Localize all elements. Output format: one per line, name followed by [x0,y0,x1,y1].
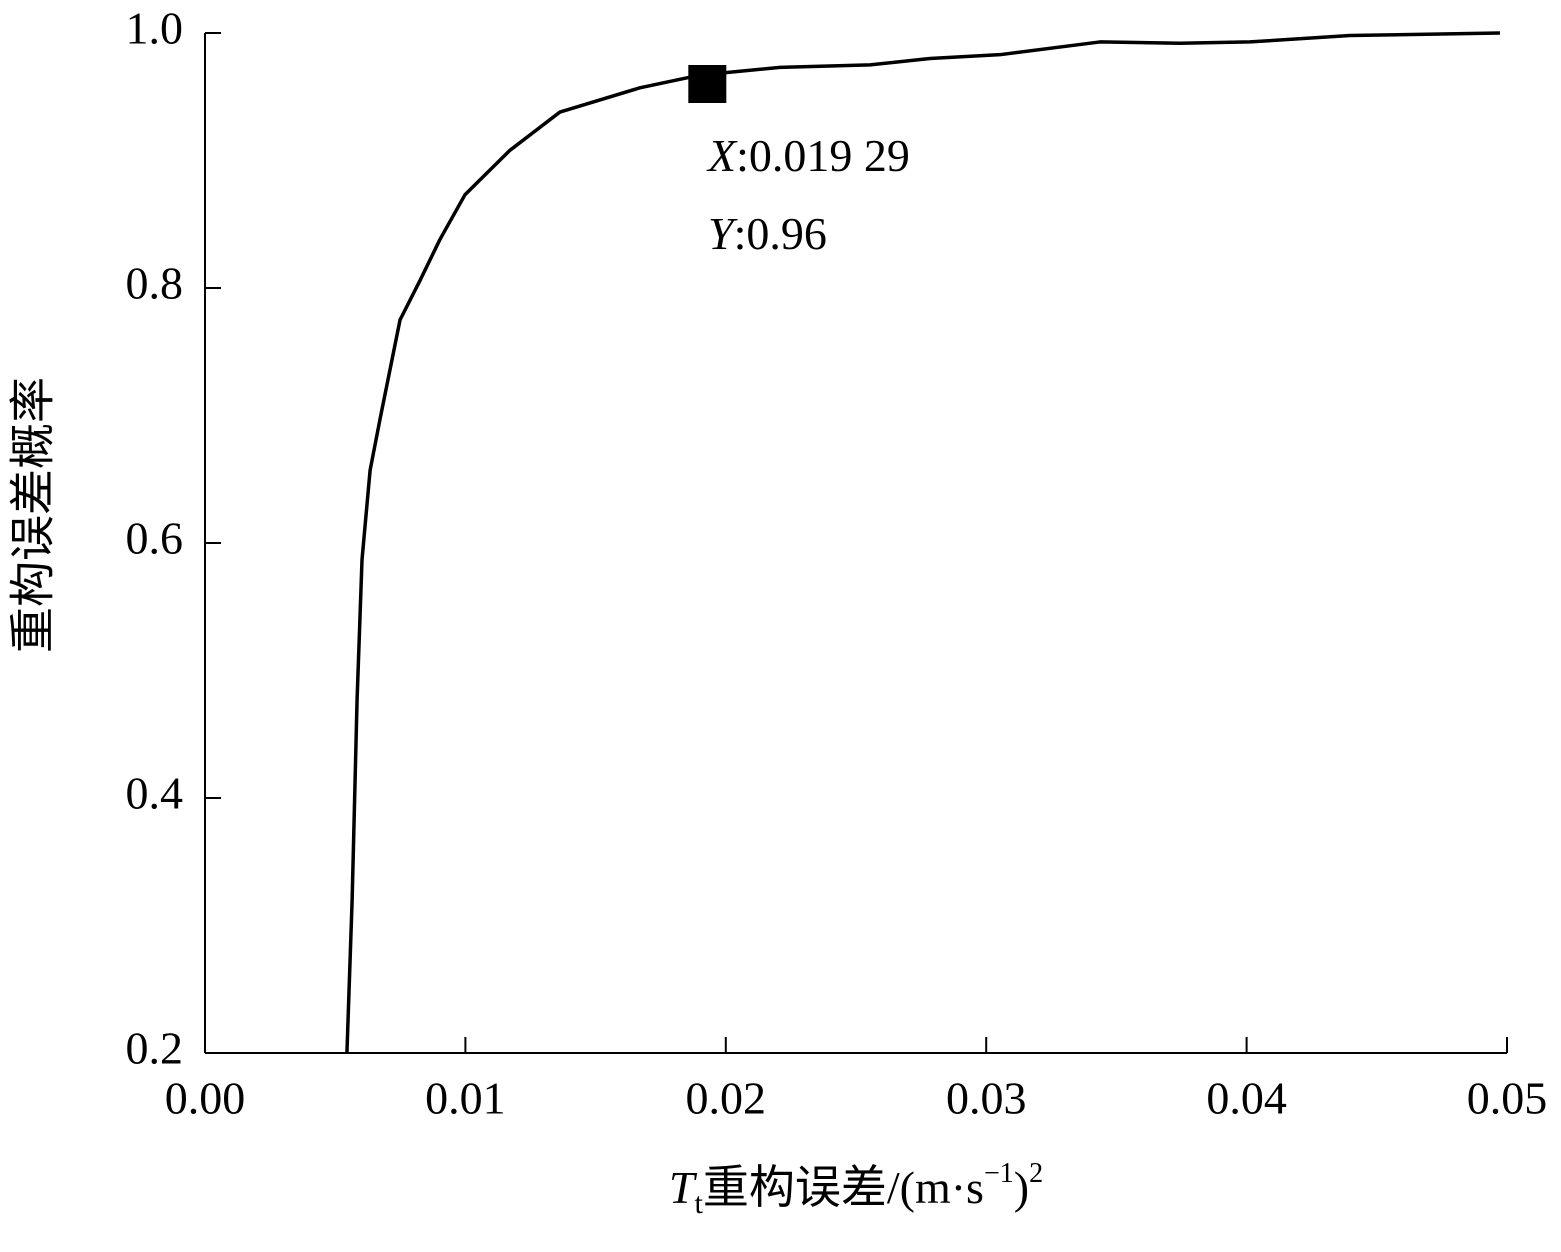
annotation-name: X [706,130,738,181]
x-tick-label: 0.03 [946,1073,1027,1124]
x-tick-label: 0.01 [425,1073,506,1124]
y-tick-label: 0.8 [126,258,184,309]
x-axis-label: Tt重构误差/(m·s−1)2 [669,1158,1043,1219]
annotation: Y:0.96 [708,208,827,259]
x-tick-label: 0.04 [1206,1073,1287,1124]
line [345,31,1500,1054]
x-tick-label: 0.05 [1467,1073,1548,1124]
data-marker [688,65,727,103]
annotation-value: 0.019 29 [749,130,910,181]
y-tick-label: 1.0 [126,3,184,54]
y-tick-label: 0.6 [126,513,184,564]
annotation-name: Y [708,208,738,259]
y-tick-label: 0.4 [126,768,184,819]
annotation-separator: : [734,208,747,259]
y-axis-label: 重构误差概率 [8,377,59,653]
x-tick-label: 0.02 [686,1073,767,1124]
annotation-value: 0.96 [746,208,827,259]
x-tick-label: 0.00 [165,1073,246,1124]
annotation: X:0.019 29 [706,130,910,181]
y-tick-label: 0.2 [126,1023,184,1074]
annotation-separator: : [736,130,749,181]
